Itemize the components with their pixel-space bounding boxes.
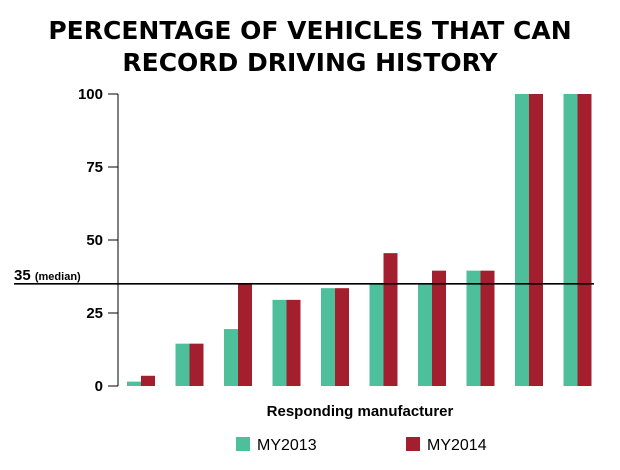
bar-my2013-1 [127,381,141,386]
y-tick-label: 100 [78,86,103,103]
bar-my2014-8 [480,270,495,386]
x-axis-label: Responding manufacturer [267,403,454,420]
bar-my2014-2 [189,343,204,386]
median-label: 35 (median) [14,267,81,284]
median-note-text: (median) [35,271,81,283]
bar-my2014-4 [286,299,301,386]
chart-title-line-2: RECORD DRIVING HISTORY [122,48,498,77]
bar-my2013-9 [515,94,529,386]
bar-my2014-9 [529,94,543,386]
bar-my2013-6 [369,283,384,386]
bar-my2014-5 [335,288,349,386]
bar-my2013-5 [321,288,335,386]
legend-swatch-my2013 [236,437,250,451]
bar-my2014-10 [577,94,592,386]
bar-my2013-8 [466,270,481,386]
bar-my2014-7 [432,270,446,386]
median-value-text: 35 [14,267,35,284]
bar-my2014-3 [238,283,252,386]
y-tick-label: 0 [95,378,103,395]
bar-my2013-4 [272,299,287,386]
bar-my2013-10 [563,94,578,386]
bar-my2013-2 [175,343,190,386]
y-tick-label: 25 [86,305,103,322]
y-tick-label: 50 [86,232,103,249]
legend-swatch-my2014 [406,437,420,451]
legend-label-my2014: MY2014 [427,437,487,454]
bar-my2014-1 [141,375,155,386]
y-tick-label: 75 [86,159,103,176]
legend-label-my2013: MY2013 [257,437,317,454]
bar-my2013-7 [418,283,432,386]
bar-my2013-3 [224,329,238,386]
chart-title-line-1: PERCENTAGE OF VEHICLES THAT CAN [48,16,571,45]
bar-my2014-6 [383,253,398,386]
